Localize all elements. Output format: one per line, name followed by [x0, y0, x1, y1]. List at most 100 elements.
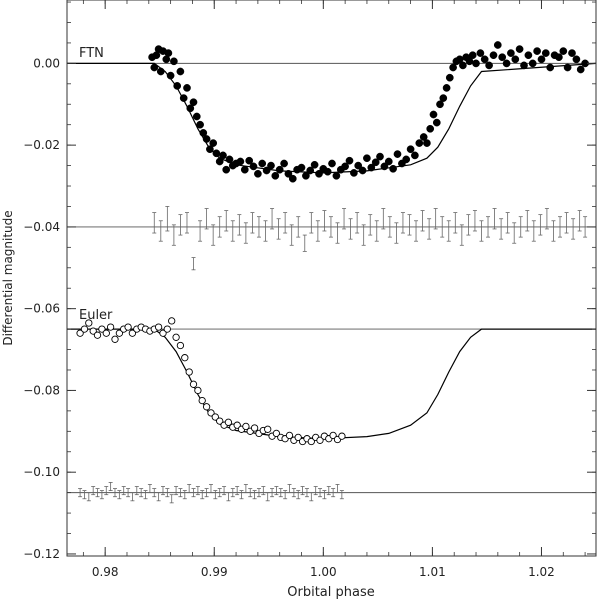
euler-point: [154, 323, 163, 331]
euler-residuals-errorbar: [326, 486, 331, 496]
y-axis-label: Differential magnitude: [1, 210, 15, 345]
euler-residuals-errorbar: [239, 490, 244, 500]
euler-residuals-errorbar: [187, 484, 192, 494]
ftn-residuals-errorbar: [453, 212, 458, 234]
euler-point: [224, 418, 233, 426]
euler-residuals-errorbar: [117, 490, 122, 500]
ftn-residuals-errorbar: [368, 214, 373, 236]
x-tick-label: 1.00: [310, 565, 337, 579]
ftn-residuals-errorbar: [440, 216, 445, 238]
euler-point: [285, 431, 294, 440]
euler-residuals-errorbar: [291, 488, 296, 498]
euler-residuals-errorbar: [130, 492, 135, 502]
ftn-point: [179, 94, 188, 102]
ftn-point: [472, 59, 480, 68]
y-tick-label: −0.02: [23, 138, 60, 152]
y-tick-label: 0.00: [33, 56, 60, 70]
ftn-residuals-errorbar: [499, 218, 504, 240]
ftn-point: [354, 161, 363, 170]
ftn-point: [310, 160, 319, 169]
ftn-residuals-errorbar: [309, 212, 314, 234]
ftn-residuals-errorbar: [505, 212, 510, 234]
ftn-point: [315, 169, 323, 178]
ftn-residuals-errorbar: [158, 220, 163, 242]
ftn-point: [284, 169, 293, 178]
ftn-point: [559, 47, 568, 55]
euler-residuals-errorbar: [278, 488, 283, 498]
model-curves: [67, 62, 597, 440]
ftn-residuals-errorbar: [237, 214, 242, 236]
model-curve-euler: [67, 328, 596, 440]
euler-residuals-errorbar: [204, 488, 209, 498]
ftn-point: [393, 150, 402, 158]
ftn-point: [271, 171, 280, 180]
ftn-point: [568, 49, 576, 57]
euler-point: [76, 329, 84, 337]
euler-residuals-errorbar: [230, 488, 235, 498]
ftn-point: [520, 61, 528, 70]
ftn-point: [524, 51, 533, 60]
ftn-point: [459, 61, 467, 70]
euler-residuals-errorbar: [139, 488, 144, 498]
euler-point: [207, 409, 215, 417]
ftn-point: [345, 156, 354, 165]
ftn-residuals-errorbar: [270, 208, 275, 230]
ftn-residuals-errorbar: [558, 216, 563, 238]
euler-residuals-errorbar: [304, 488, 309, 498]
ftn-point: [176, 67, 185, 76]
ftn-point: [367, 163, 376, 172]
ftn-residuals-errorbar: [407, 214, 412, 236]
ftn-residuals-errorbar: [302, 234, 307, 252]
ftn-point: [576, 65, 585, 74]
ftn-residuals-errorbar: [152, 212, 157, 234]
ftn-point: [493, 41, 502, 49]
ftn-residuals-errorbar: [184, 212, 189, 234]
euler-residuals-errorbar: [300, 486, 305, 496]
ftn-point: [150, 63, 159, 72]
ftn-residuals-errorbar: [544, 208, 549, 230]
ftn-point: [432, 118, 441, 127]
euler-point: [89, 327, 97, 335]
ftn-point: [275, 165, 284, 174]
ftn-point: [449, 63, 457, 72]
ftn-residuals-errorbar: [387, 216, 392, 238]
ftn-point: [254, 169, 262, 178]
x-tick-label: 0.98: [92, 565, 119, 579]
ftn-residuals-errorbar: [171, 224, 176, 246]
ftn-point: [445, 73, 454, 82]
x-axis-ticks: 0.98 0.99 1.00 1.01 1.02: [82, 0, 586, 579]
ftn-residuals-errorbar: [459, 224, 464, 246]
ftn-point: [267, 161, 275, 170]
euler-point: [172, 333, 180, 341]
euler-residuals-errorbar: [147, 484, 152, 494]
euler-point: [250, 424, 259, 432]
euler-point: [272, 429, 281, 438]
ftn-residuals-errorbar: [466, 214, 471, 236]
ftn-residuals-errorbar: [283, 212, 288, 234]
euler-point: [216, 417, 224, 425]
ftn-point: [288, 174, 297, 183]
euler-residuals-errorbar: [248, 488, 253, 498]
euler-residuals-errorbar: [283, 490, 288, 500]
euler-point: [264, 425, 272, 433]
ftn-residuals-errorbar: [394, 222, 399, 244]
ftn-point: [350, 169, 358, 177]
euler-point: [211, 413, 219, 421]
euler-residuals-errorbar: [335, 484, 340, 494]
euler-residuals-errorbar: [322, 490, 327, 500]
ftn-residuals-errorbar: [263, 220, 268, 242]
ftn-residuals-errorbar: [446, 220, 451, 242]
euler-residuals-errorbar: [226, 492, 231, 502]
euler-point: [233, 421, 241, 429]
euler-residuals-errorbar: [82, 490, 87, 500]
euler-point: [176, 341, 185, 350]
ftn-point: [380, 162, 389, 171]
euler-point: [189, 380, 198, 388]
ftn-point: [489, 51, 498, 60]
ftn-residuals-errorbar: [433, 208, 438, 230]
euler-residuals-errorbar: [217, 488, 222, 498]
euler-point: [106, 323, 115, 331]
ftn-point: [419, 133, 428, 141]
ftn-point: [498, 53, 507, 62]
